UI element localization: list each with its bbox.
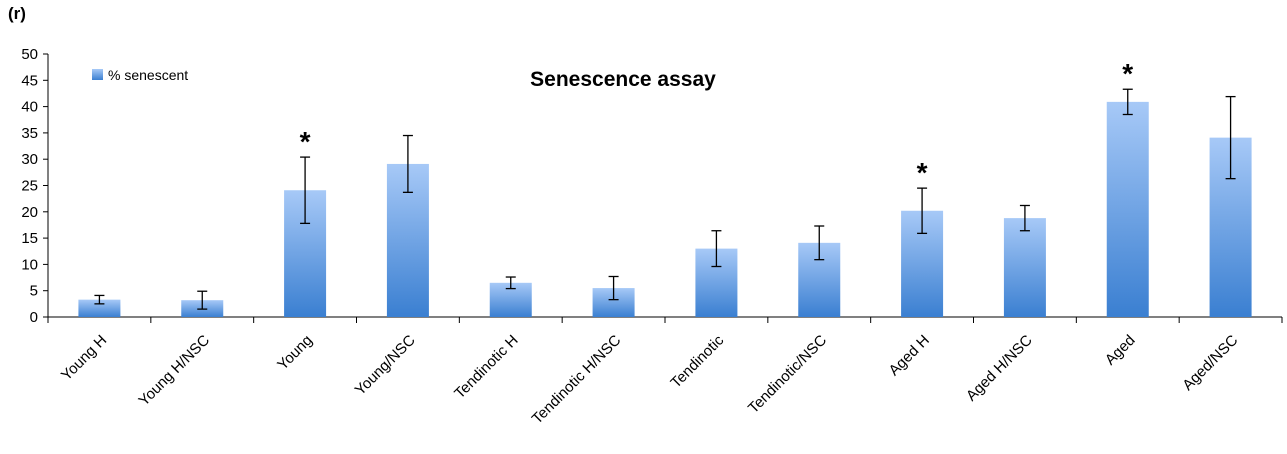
x-tick-label: Aged/NSC (1179, 332, 1241, 394)
x-axis: Young H Young H/NSC Young Young/NSC Tendinot… (47, 316, 1283, 428)
chart-title: Senescence assay (530, 68, 716, 91)
x-tick-label: Young/NSC (352, 332, 419, 399)
bar (1003, 218, 1046, 317)
x-tick-label: Aged H/NSC (963, 332, 1036, 405)
y-tick-label: 5 (30, 283, 38, 300)
significance-star: * (1122, 58, 1133, 89)
bars (78, 101, 1252, 317)
y-tick-label: 20 (21, 204, 38, 221)
legend-label: % senescent (108, 67, 188, 83)
error-bars (94, 88, 1236, 310)
significance-star: * (300, 126, 311, 157)
y-axis: 0 5 10 15 20 25 30 35 40 45 50 (21, 46, 49, 326)
x-tick-label: Young H/NSC (135, 332, 213, 410)
y-tick-label: 10 (21, 256, 38, 273)
x-tick-label: Aged H (886, 332, 933, 379)
x-tick-label: Tendinotic H (451, 332, 521, 402)
x-tick-label: Young (274, 332, 316, 374)
legend: % senescent (92, 67, 188, 83)
y-tick-label: 30 (21, 151, 38, 168)
x-tick-label: Aged (1102, 332, 1139, 369)
y-tick-label: 45 (21, 72, 38, 89)
y-tick-label: 15 (21, 230, 38, 247)
y-tick-label: 0 (30, 309, 38, 326)
significance-markers: * * * (300, 58, 1134, 188)
y-tick-label: 35 (21, 125, 38, 142)
x-tick-label: Young H (58, 332, 110, 384)
panel-label: (r) (8, 4, 26, 23)
bar (78, 299, 121, 317)
y-tick-label: 50 (21, 46, 38, 63)
legend-swatch (92, 69, 103, 80)
x-tick-label: Tendinotic H/NSC (529, 332, 625, 428)
y-tick-label: 25 (21, 178, 38, 195)
x-tick-label: Tendinotic/NSC (745, 332, 830, 417)
bar (1106, 101, 1149, 317)
significance-star: * (917, 157, 928, 188)
x-tick-label: Tendinotic (667, 331, 727, 391)
y-tick-label: 40 (21, 99, 38, 116)
